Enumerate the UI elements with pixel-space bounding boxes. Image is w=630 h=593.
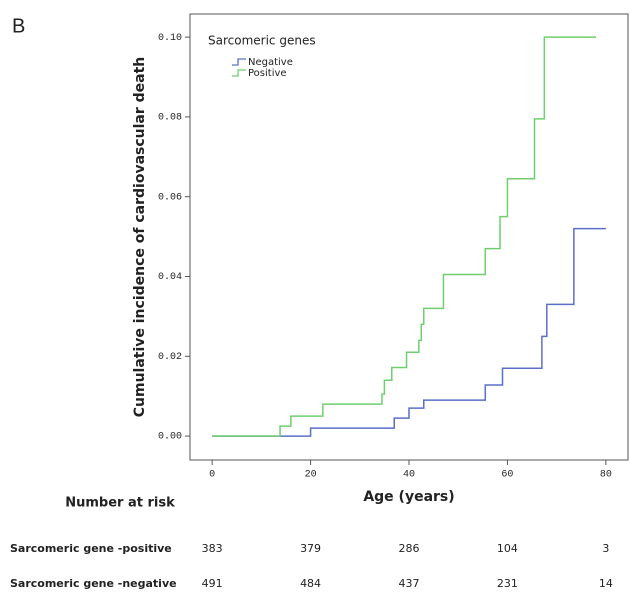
x-tick-label: 0 [209,470,215,481]
risk-value: 3 [602,542,609,555]
legend-swatch [232,58,246,66]
y-tick-label: 0.04 [158,272,182,283]
y-axis-label: Cumulative incidence of cardiovascular d… [132,57,148,418]
risk-row-label: Sarcomeric gene -positive [10,542,172,555]
risk-value: 231 [497,577,518,590]
y-tick-label: 0.10 [158,33,182,44]
legend-label: Positive [248,68,287,79]
y-tick-label: 0.08 [158,113,182,124]
plot-frame [189,13,629,461]
x-tick-label: 80 [600,470,612,481]
risk-row-label: Sarcomeric gene -negative [10,577,177,590]
legend-label: Negative [248,57,293,68]
step-line [212,36,597,437]
risk-table-title: Number at risk [65,496,175,511]
legend-title: Sarcomeric genes [208,34,316,48]
risk-value: 286 [399,542,420,555]
risk-value: 14 [599,577,613,590]
panel-label: B [12,15,25,37]
step-line [212,227,606,437]
risk-value: 383 [202,542,223,555]
risk-value: 104 [497,542,518,555]
risk-value: 491 [202,577,223,590]
y-tick-label: 0.06 [158,192,182,203]
y-tick-label: 0.00 [158,432,182,443]
risk-value: 437 [399,577,420,590]
x-tick-label: 20 [305,470,317,481]
x-axis-label: Age (years) [363,489,454,505]
legend-swatch [232,69,246,77]
y-tick-label: 0.02 [158,352,182,363]
risk-value: 379 [300,542,321,555]
risk-value: 484 [300,577,321,590]
x-tick-label: 60 [501,470,513,481]
x-tick-label: 40 [403,470,415,481]
